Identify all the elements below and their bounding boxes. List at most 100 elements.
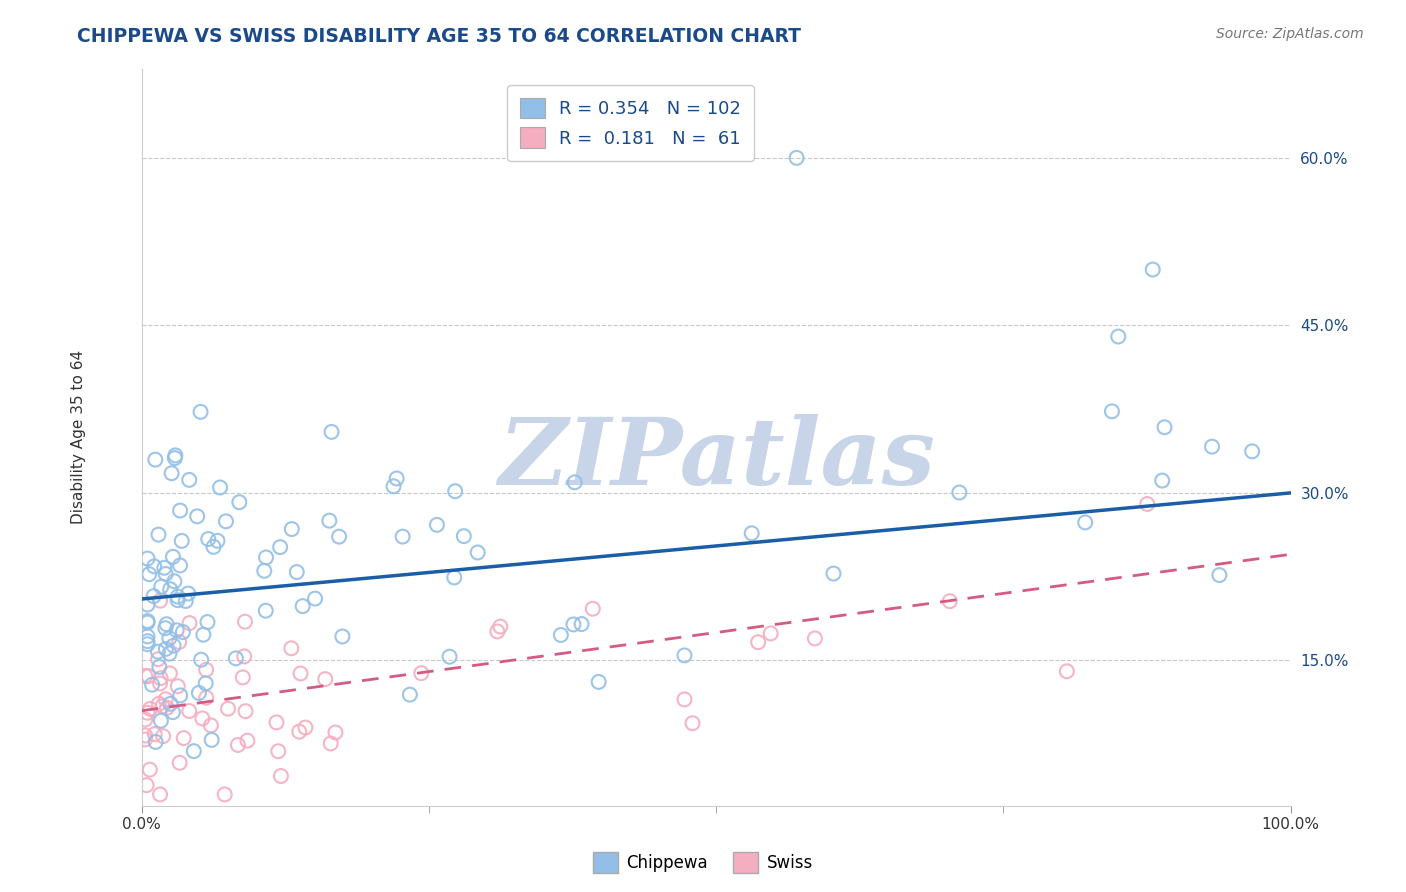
Point [190, 653, 212, 667]
Point [254, 604, 277, 618]
Point [177, 586, 200, 600]
Point [1208, 568, 1230, 582]
Point [741, 526, 763, 541]
Point [759, 626, 782, 640]
Point [169, 558, 191, 573]
Point [486, 624, 509, 639]
Point [146, 652, 169, 666]
Point [136, 615, 159, 630]
Point [214, 788, 236, 802]
Point [138, 669, 160, 683]
Point [159, 647, 181, 661]
Point [145, 735, 167, 749]
Point [195, 663, 218, 677]
Point [179, 704, 201, 718]
Point [152, 699, 174, 714]
Point [325, 725, 347, 739]
Legend: R = 0.354   N = 102, R =  0.181   N =  61: R = 0.354 N = 102, R = 0.181 N = 61 [508, 85, 754, 161]
Point [1101, 404, 1123, 418]
Point [169, 689, 191, 703]
Point [1136, 497, 1159, 511]
Point [149, 671, 172, 685]
Point [467, 545, 489, 559]
Point [134, 669, 156, 683]
Point [391, 530, 413, 544]
Point [304, 591, 326, 606]
Point [159, 582, 181, 597]
Point [314, 672, 336, 686]
Point [163, 574, 186, 589]
Point [673, 648, 696, 663]
Point [285, 565, 308, 579]
Point [136, 706, 159, 720]
Point [253, 564, 276, 578]
Point [153, 561, 176, 575]
Point [1056, 665, 1078, 679]
Point [149, 676, 172, 690]
Point [209, 481, 232, 495]
Point [163, 451, 186, 466]
Point [155, 641, 177, 656]
Point [136, 637, 159, 651]
Point [200, 718, 222, 732]
Point [281, 522, 304, 536]
Point [148, 527, 170, 541]
Point [166, 624, 188, 638]
Point [146, 645, 169, 659]
Point [550, 628, 572, 642]
Point [197, 615, 219, 629]
Point [188, 686, 211, 700]
Point [157, 632, 180, 646]
Point [280, 641, 302, 656]
Point [152, 729, 174, 743]
Y-axis label: Disability Age 35 to 64: Disability Age 35 to 64 [72, 350, 86, 524]
Point [1107, 329, 1129, 343]
Point [202, 540, 225, 554]
Point [143, 559, 166, 574]
Point [682, 716, 704, 731]
Point [266, 715, 288, 730]
Point [173, 731, 195, 745]
Point [160, 467, 183, 481]
Point [232, 670, 254, 684]
Point [411, 666, 433, 681]
Point [426, 517, 449, 532]
Point [134, 732, 156, 747]
Point [1152, 474, 1174, 488]
Point [294, 721, 316, 735]
Point [162, 639, 184, 653]
Point [172, 625, 194, 640]
Point [269, 540, 291, 554]
Point [167, 635, 190, 649]
Point [155, 566, 177, 581]
Point [148, 697, 170, 711]
Point [193, 628, 215, 642]
Point [136, 634, 159, 648]
Point [673, 692, 696, 706]
Point [1142, 262, 1164, 277]
Point [235, 704, 257, 718]
Point [207, 533, 229, 548]
Point [562, 617, 585, 632]
Point [134, 729, 156, 743]
Point [270, 769, 292, 783]
Point [170, 533, 193, 548]
Point [162, 549, 184, 564]
Point [165, 449, 187, 463]
Point [328, 530, 350, 544]
Point [186, 509, 208, 524]
Point [233, 615, 256, 629]
Text: ZIPatlas: ZIPatlas [498, 414, 935, 504]
Point [1241, 444, 1264, 458]
Point [291, 599, 314, 614]
Point [155, 692, 177, 706]
Point [571, 617, 593, 632]
Text: Source: ZipAtlas.com: Source: ZipAtlas.com [1216, 27, 1364, 41]
Point [582, 601, 605, 615]
Point [225, 651, 247, 665]
Point [443, 570, 465, 584]
Point [139, 763, 162, 777]
Point [439, 649, 461, 664]
Point [267, 744, 290, 758]
Point [162, 705, 184, 719]
